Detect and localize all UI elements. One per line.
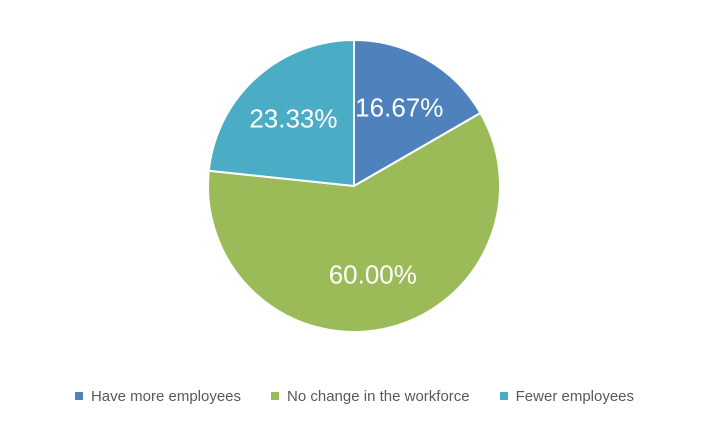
pie-chart-svg: 16.67% 60.00% 23.33%	[207, 38, 501, 333]
legend-swatch	[499, 392, 508, 400]
pie-chart: 16.67% 60.00% 23.33%	[207, 38, 501, 333]
legend-item-have-more-employees: Have more employees	[74, 387, 242, 405]
pie-slice-have-more-employees	[353, 38, 482, 188]
data-label-have-more-employees: 16.67%	[355, 93, 443, 123]
legend-swatch	[74, 392, 83, 400]
legend-label: No change in the workforce	[287, 387, 470, 405]
legend-item-no-change: No change in the workforce	[271, 388, 470, 405]
legend-label: Have more employees	[90, 387, 242, 405]
legend-label: Fewer employees	[515, 387, 635, 405]
pie-slice-no-change-in-the-workforce	[207, 111, 501, 333]
pie-slice-fewer-employees	[207, 38, 355, 188]
chart-legend: Have more employees No change in the wor…	[0, 384, 709, 408]
data-label-no-change-in-the-workforce: 60.00%	[329, 260, 417, 290]
legend-item-fewer-employees: Fewer employees	[499, 387, 635, 405]
legend-swatch	[271, 392, 280, 400]
data-label-fewer-employees: 23.33%	[249, 104, 337, 134]
